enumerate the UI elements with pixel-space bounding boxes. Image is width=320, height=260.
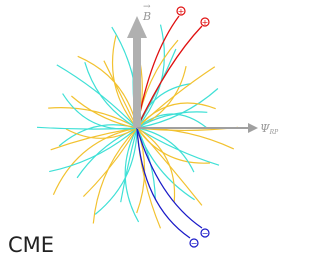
particle-track [137,67,215,128]
diagram: → B ΨRP + + − − CME [0,0,280,260]
reaction-plane-arrowhead [248,123,258,133]
charge-sign: − [191,239,198,248]
negative-charge: − [201,229,209,238]
psi-subscript: RP [269,129,280,136]
b-field-arrow [133,36,141,128]
particle-track [137,128,161,228]
psi-label: ΨRP [260,122,279,136]
b-label: B [142,10,151,23]
negative-charge: − [190,239,198,248]
caption: CME [8,233,54,257]
charge-sign: + [178,7,185,16]
particle-track [104,61,137,128]
charge-sign: + [202,18,209,27]
positive-charge: + [177,7,185,16]
positive-track [137,26,202,128]
positive-charge: + [201,18,209,27]
charge-sign: − [202,229,209,238]
psi-symbol: Ψ [260,122,270,135]
